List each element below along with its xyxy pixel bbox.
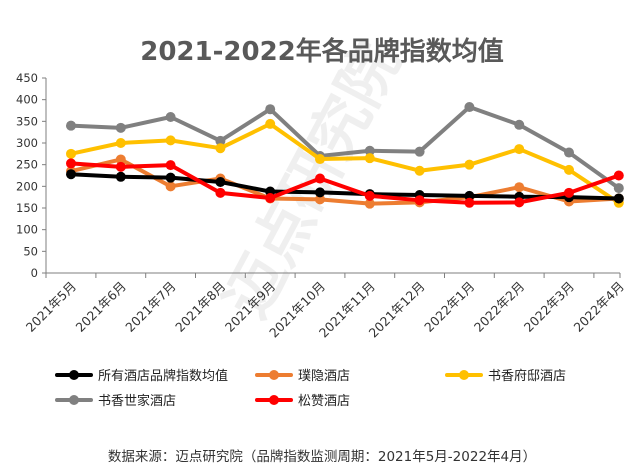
- data-point: [613, 193, 624, 204]
- y-tick-label: 100: [16, 223, 38, 237]
- series-line: [69, 172, 621, 201]
- data-point: [364, 145, 375, 156]
- legend-item: 璞隐酒店: [255, 369, 350, 384]
- data-point: [414, 146, 425, 157]
- series-layer: [66, 102, 624, 209]
- data-point: [265, 118, 276, 129]
- data-point: [514, 197, 525, 208]
- series-4: [66, 158, 624, 208]
- data-point: [215, 143, 226, 154]
- data-point: [514, 144, 525, 155]
- legend-swatch-marker: [269, 370, 279, 380]
- data-point: [564, 147, 574, 158]
- data-point: [364, 153, 375, 164]
- data-point: [215, 177, 226, 187]
- series-line: [69, 157, 621, 206]
- data-point: [613, 183, 624, 194]
- data-point: [165, 160, 176, 171]
- y-tick-label: 50: [23, 244, 38, 258]
- x-tick-label: 2021年5月: [23, 279, 79, 335]
- data-point: [115, 154, 126, 165]
- legend-swatch-marker: [69, 395, 79, 405]
- data-point: [66, 120, 76, 131]
- data-point: [514, 119, 525, 130]
- legend-item: 书香世家酒店: [55, 393, 176, 409]
- data-point: [315, 187, 325, 198]
- legend-swatch-marker: [269, 395, 279, 405]
- data-point: [165, 112, 176, 122]
- legend-label: 书香世家酒店: [98, 393, 176, 409]
- x-tick-label: 2021年6月: [73, 279, 129, 335]
- legend-item: 所有酒店品牌指数均值: [55, 368, 228, 384]
- data-point: [115, 122, 126, 133]
- data-point: [115, 161, 126, 172]
- data-point: [464, 159, 475, 170]
- y-tick-label: 150: [16, 201, 38, 215]
- series-2: [66, 118, 624, 208]
- series-line: [69, 105, 621, 191]
- data-point: [165, 172, 176, 183]
- x-tick-label: 2022年2月: [471, 279, 527, 335]
- data-point: [414, 165, 425, 176]
- data-point: [464, 190, 475, 201]
- data-point: [66, 158, 76, 169]
- data-point: [464, 197, 475, 208]
- series-0: [66, 169, 624, 204]
- data-point: [165, 135, 176, 146]
- x-tick-label: 2021年7月: [122, 279, 178, 335]
- y-tick-label: 300: [16, 136, 38, 150]
- y-axis: 0 50 100 150 200 250 300 350 400 450: [16, 71, 47, 280]
- x-tick-label: 2022年1月: [421, 279, 477, 335]
- data-point: [215, 135, 226, 146]
- y-tick-label: 450: [16, 71, 38, 85]
- data-point: [564, 164, 574, 175]
- series-line: [69, 121, 621, 205]
- x-tick-label: 2022年4月: [571, 279, 627, 335]
- legend-label: 璞隐酒店: [298, 369, 350, 384]
- data-point: [315, 154, 325, 165]
- y-tick-label: 350: [16, 114, 38, 128]
- data-point: [115, 171, 126, 182]
- y-tick-label: 400: [16, 93, 38, 107]
- data-point: [66, 148, 76, 159]
- legend-label: 松赞酒店: [298, 394, 350, 409]
- data-point: [315, 194, 325, 205]
- data-point: [464, 102, 475, 113]
- legend-swatch-marker: [69, 370, 79, 380]
- y-tick-label: 0: [31, 266, 38, 280]
- data-point: [414, 195, 425, 206]
- x-axis: 2021年5月2021年6月2021年7月2021年8月2021年9月2021年…: [23, 272, 627, 341]
- data-point: [364, 190, 375, 201]
- legend-item: 松赞酒店: [255, 394, 350, 409]
- legend-label: 所有酒店品牌指数均值: [98, 368, 228, 384]
- legend-item: 书香府邸酒店: [445, 369, 566, 384]
- chart-title: 2021-2022年各品牌指数均值: [140, 36, 504, 67]
- x-tick-label: 2022年3月: [521, 279, 577, 335]
- data-point: [265, 104, 276, 115]
- data-point: [514, 182, 525, 193]
- legend-label: 书香府邸酒店: [488, 369, 566, 384]
- data-point: [265, 193, 276, 204]
- data-point: [613, 170, 624, 181]
- data-point: [215, 187, 226, 198]
- data-point: [364, 198, 375, 209]
- x-tick-label: 2021年8月: [172, 279, 228, 335]
- data-point: [564, 187, 574, 198]
- data-point: [66, 169, 76, 180]
- data-point: [315, 173, 325, 184]
- series-line: [69, 161, 621, 205]
- y-tick-label: 250: [16, 158, 38, 172]
- y-tick-label: 200: [16, 179, 38, 193]
- legend-swatch-marker: [459, 370, 469, 380]
- source-note: 数据来源：迈点研究院（品牌指数监测周期：2021年5月-2022年4月）: [108, 448, 536, 465]
- data-point: [115, 138, 126, 148]
- data-point: [165, 181, 176, 192]
